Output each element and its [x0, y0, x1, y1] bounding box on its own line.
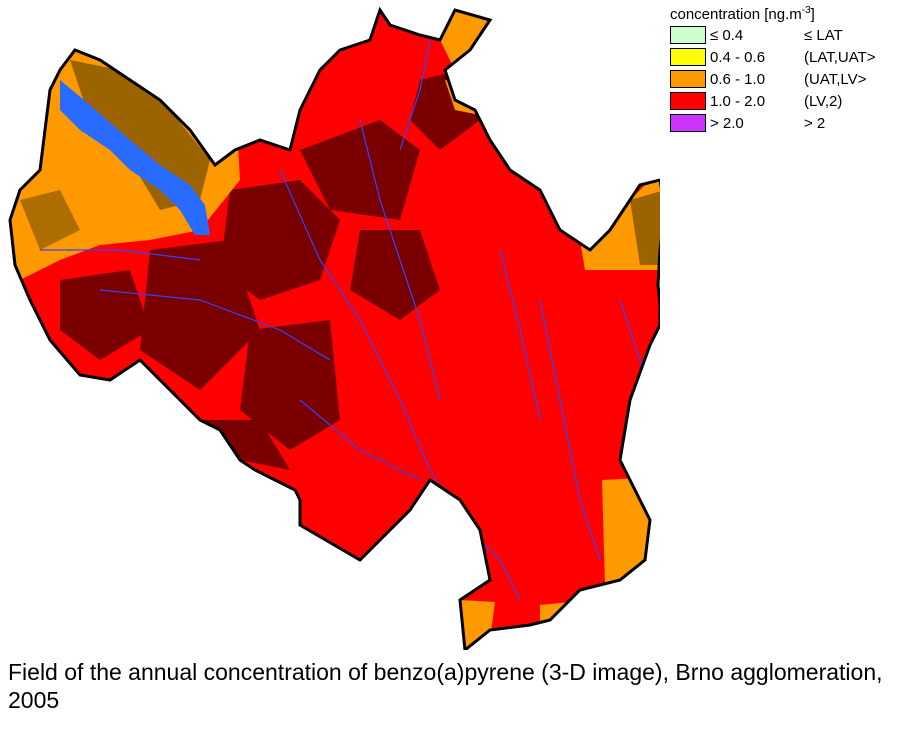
legend-swatch [670, 70, 706, 88]
legend-range: > 2.0 [710, 114, 744, 132]
legend-class: > 2 [804, 114, 826, 132]
legend-item: ≤ 0.4 ≤ LAT [670, 24, 898, 46]
legend-class: (UAT,LV> [804, 70, 867, 88]
legend-swatch [670, 48, 706, 66]
legend-title: concentration [ng.m-3] [670, 5, 815, 23]
reservoir [60, 80, 210, 235]
legend-class: (LAT,UAT> [804, 48, 876, 66]
map-caption: Field of the annual concentration of ben… [8, 659, 883, 713]
legend-item: > 2.0 > 2 [670, 112, 898, 134]
legend-class: (LV,2) [804, 92, 843, 110]
legend-range: 0.4 - 0.6 [710, 48, 766, 66]
legend-item: 1.0 - 2.0 (LV,2) [670, 90, 898, 112]
legend-class: ≤ LAT [804, 26, 843, 44]
legend-swatch [670, 92, 706, 110]
legend-item: 0.4 - 0.6 (LAT,UAT> [670, 46, 898, 68]
legend-item: 0.6 - 1.0 (UAT,LV> [670, 68, 898, 90]
river-network [40, 39, 651, 601]
legend: concentration [ng.m-3] ≤ 0.4 ≤ LAT 0.4 -… [670, 2, 898, 134]
concentration-map [8, 8, 660, 650]
legend-range: ≤ 0.4 [710, 26, 744, 44]
legend-swatch [670, 114, 706, 132]
legend-range: 0.6 - 1.0 [710, 70, 766, 88]
legend-swatch [670, 26, 706, 44]
legend-range: 1.0 - 2.0 [710, 92, 766, 110]
